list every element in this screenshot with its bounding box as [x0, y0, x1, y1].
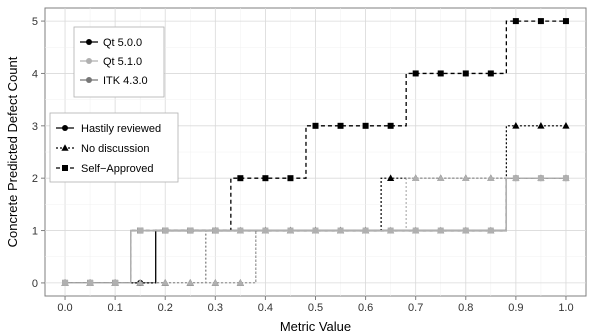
data-point	[262, 227, 269, 234]
data-point	[437, 227, 444, 234]
legend-label: No discussion	[81, 143, 149, 155]
data-point	[562, 122, 570, 129]
legend-item: Hastily reviewed	[56, 123, 161, 135]
data-point	[462, 174, 470, 181]
data-point	[161, 279, 169, 286]
x-tick-label: 0.6	[358, 302, 373, 314]
data-point	[237, 227, 244, 234]
legend-item: Qt 5.0.0	[80, 37, 142, 49]
data-point	[312, 122, 319, 129]
legend-label: ITK 4.3.0	[103, 75, 148, 87]
x-tick-label: 0.9	[508, 302, 523, 314]
data-point	[337, 122, 344, 129]
data-point	[412, 174, 420, 181]
x-tick-label: 0.5	[308, 302, 323, 314]
legend-key-marker	[62, 165, 68, 171]
data-point	[537, 175, 544, 182]
x-axis-title: Metric Value	[280, 319, 351, 334]
legend-item: Qt 5.1.0	[80, 56, 142, 68]
data-point	[437, 70, 444, 77]
data-point	[462, 70, 469, 77]
legend-box	[49, 112, 179, 183]
axis-ticks: 0.0 0.1 0.2 0.3 0.4 0.5 0.6 0.7 0.8 0.9 1.0 0 1 2 3 4 5	[32, 16, 574, 314]
data-point	[512, 122, 520, 129]
data-point	[112, 279, 119, 286]
legend-label: Self−Approved	[81, 163, 153, 175]
data-point	[387, 227, 394, 234]
y-axis-title: Concrete Predicted Defect Count	[5, 56, 20, 247]
data-point	[262, 175, 269, 182]
data-point	[236, 279, 244, 286]
x-tick-label: 0.3	[208, 302, 223, 314]
legend-key-marker	[62, 125, 68, 131]
data-point	[562, 175, 569, 182]
data-point	[487, 174, 495, 181]
data-point	[412, 227, 419, 234]
data-point	[287, 227, 294, 234]
y-tick-label: 0	[32, 278, 38, 290]
data-point	[87, 279, 94, 286]
legend-key-marker	[86, 39, 92, 45]
data-point	[387, 174, 395, 181]
legend-label: Qt 5.1.0	[103, 56, 142, 68]
x-tick-label: 0.8	[458, 302, 473, 314]
data-point	[211, 279, 219, 286]
legend-item: Self−Approved	[56, 163, 153, 175]
data-point	[487, 70, 494, 77]
data-point	[412, 70, 419, 77]
x-tick-label: 0.7	[408, 302, 423, 314]
data-point	[162, 227, 169, 234]
data-point	[362, 227, 369, 234]
data-point	[312, 227, 319, 234]
data-point	[136, 279, 144, 286]
legend-key-marker	[86, 77, 92, 83]
data-point	[62, 279, 69, 286]
legend-key-marker	[86, 58, 92, 64]
legend-label: Qt 5.0.0	[103, 37, 142, 49]
legend-label: Hastily reviewed	[81, 123, 161, 135]
data-point	[462, 227, 469, 234]
data-point	[187, 227, 194, 234]
y-tick-label: 2	[32, 173, 38, 185]
legend-types: Hastily reviewed No discussion Self−Approv…	[49, 112, 179, 183]
x-tick-label: 0.1	[107, 302, 122, 314]
data-point	[387, 122, 394, 129]
data-point	[137, 227, 144, 234]
data-point	[362, 122, 369, 129]
data-point	[512, 175, 519, 182]
y-tick-label: 5	[32, 16, 38, 28]
legend-systems: Qt 5.0.0 Qt 5.1.0 ITK 4.3.0	[73, 26, 165, 98]
data-point	[537, 122, 545, 129]
data-point	[337, 227, 344, 234]
x-tick-label: 1.0	[558, 302, 573, 314]
legend-item: ITK 4.3.0	[80, 75, 148, 87]
data-point	[186, 279, 194, 286]
legend-item: No discussion	[56, 143, 149, 155]
x-tick-label: 0.4	[258, 302, 273, 314]
y-tick-label: 1	[32, 226, 38, 238]
data-point	[537, 18, 544, 25]
y-tick-label: 4	[32, 68, 38, 80]
data-point	[562, 18, 569, 25]
series-layer	[61, 18, 570, 286]
y-tick-label: 3	[32, 121, 38, 133]
legend-key-marker	[61, 144, 69, 151]
data-point	[512, 18, 519, 25]
x-tick-label: 0.2	[158, 302, 173, 314]
series-group	[62, 175, 569, 286]
data-point	[237, 175, 244, 182]
data-point	[287, 175, 294, 182]
data-point	[487, 227, 494, 234]
data-point	[212, 227, 219, 234]
x-tick-label: 0.0	[57, 302, 72, 314]
data-point	[437, 174, 445, 181]
